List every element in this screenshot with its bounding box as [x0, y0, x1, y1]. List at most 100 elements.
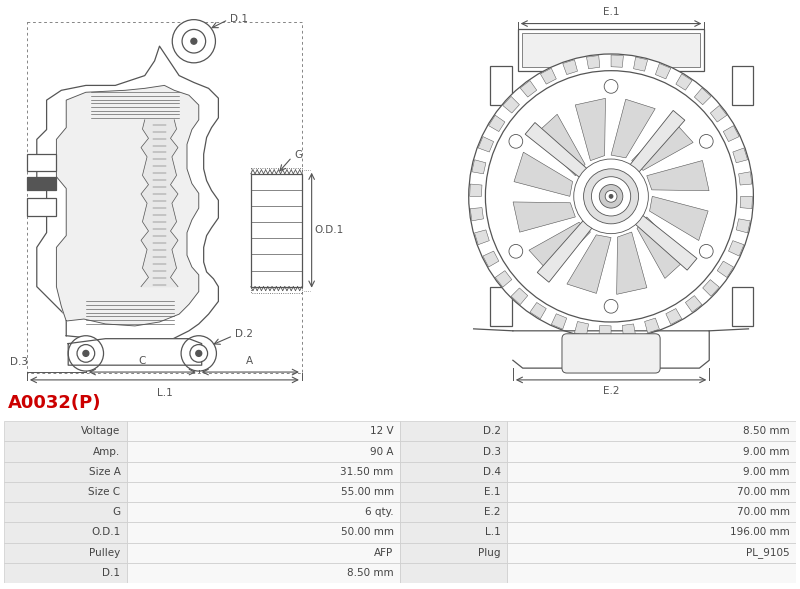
Polygon shape [718, 261, 734, 277]
Polygon shape [470, 184, 482, 196]
Bar [507, 563, 796, 583]
Text: 55.00 mm: 55.00 mm [341, 487, 394, 497]
Bar [4, 522, 126, 542]
Text: G: G [294, 150, 302, 160]
Text: D.1: D.1 [230, 14, 248, 24]
Bar [400, 563, 507, 583]
Circle shape [609, 194, 613, 198]
Circle shape [591, 177, 630, 216]
Polygon shape [634, 57, 648, 71]
Text: A0032(P): A0032(P) [8, 395, 102, 412]
Polygon shape [676, 74, 692, 90]
Polygon shape [666, 309, 682, 325]
Polygon shape [622, 324, 636, 337]
Polygon shape [470, 208, 483, 221]
Circle shape [599, 184, 623, 208]
Polygon shape [586, 55, 600, 69]
Bar [126, 563, 400, 583]
Text: Plug: Plug [478, 548, 501, 558]
FancyBboxPatch shape [562, 334, 660, 373]
Polygon shape [738, 172, 752, 185]
Bar [4, 563, 126, 583]
Text: O.D.1: O.D.1 [91, 528, 121, 538]
Polygon shape [472, 160, 486, 174]
Polygon shape [650, 196, 708, 240]
Polygon shape [740, 196, 753, 209]
Polygon shape [474, 230, 490, 244]
Text: AFP: AFP [374, 548, 394, 558]
Text: L.1: L.1 [485, 528, 501, 538]
Polygon shape [710, 105, 727, 122]
Polygon shape [511, 288, 528, 305]
Bar [522, 34, 700, 67]
Polygon shape [538, 216, 595, 282]
Text: 9.00 mm: 9.00 mm [743, 446, 790, 456]
Bar [400, 441, 507, 462]
Text: PL_9105: PL_9105 [746, 547, 790, 558]
Circle shape [604, 80, 618, 93]
Bar [126, 502, 400, 522]
Bar [732, 66, 754, 105]
Bar [4, 502, 126, 522]
Text: D.4: D.4 [482, 466, 501, 477]
Circle shape [574, 159, 648, 234]
Bar [27, 177, 57, 190]
Text: D.2: D.2 [482, 426, 501, 436]
Polygon shape [655, 64, 670, 79]
Bar [126, 522, 400, 542]
Bar [4, 542, 126, 563]
Text: 196.00 mm: 196.00 mm [730, 528, 790, 538]
Circle shape [469, 54, 754, 339]
Circle shape [699, 134, 713, 148]
Text: E.2: E.2 [603, 386, 619, 396]
Text: Size C: Size C [88, 487, 121, 497]
Polygon shape [540, 68, 556, 84]
Text: D.3: D.3 [10, 358, 28, 367]
Text: 6 qty.: 6 qty. [365, 507, 394, 517]
Polygon shape [141, 120, 178, 287]
Text: A: A [246, 356, 254, 366]
Text: 9.00 mm: 9.00 mm [743, 466, 790, 477]
Polygon shape [575, 98, 606, 161]
Polygon shape [529, 222, 590, 273]
Text: Voltage: Voltage [81, 426, 121, 436]
Polygon shape [514, 152, 573, 196]
Circle shape [509, 134, 522, 148]
Text: L.1: L.1 [157, 388, 172, 398]
Text: G: G [112, 507, 121, 517]
Text: 12 V: 12 V [370, 426, 394, 436]
Circle shape [699, 244, 713, 258]
Polygon shape [534, 114, 585, 176]
Text: O.D.1: O.D.1 [314, 225, 344, 234]
Circle shape [190, 345, 207, 362]
Text: E.1: E.1 [484, 487, 501, 497]
Polygon shape [574, 322, 589, 336]
Circle shape [191, 38, 197, 44]
Bar [490, 66, 512, 105]
Polygon shape [702, 280, 719, 296]
Polygon shape [57, 85, 198, 326]
Polygon shape [646, 161, 709, 191]
Bar [4, 441, 126, 462]
Polygon shape [562, 60, 578, 75]
Circle shape [583, 169, 638, 224]
Text: 70.00 mm: 70.00 mm [737, 487, 790, 497]
Circle shape [486, 71, 737, 322]
Polygon shape [68, 339, 202, 365]
Circle shape [172, 19, 215, 63]
Polygon shape [551, 314, 566, 329]
Circle shape [181, 336, 217, 371]
Circle shape [604, 299, 618, 313]
Bar [126, 421, 400, 441]
Text: 8.50 mm: 8.50 mm [743, 426, 790, 436]
Text: D.3: D.3 [482, 446, 501, 456]
Text: 31.50 mm: 31.50 mm [341, 466, 394, 477]
Polygon shape [483, 251, 499, 267]
Bar [27, 154, 57, 171]
Bar [507, 421, 796, 441]
Polygon shape [37, 46, 218, 343]
Bar [126, 482, 400, 502]
Circle shape [68, 336, 103, 371]
Bar [400, 482, 507, 502]
Circle shape [83, 350, 89, 356]
